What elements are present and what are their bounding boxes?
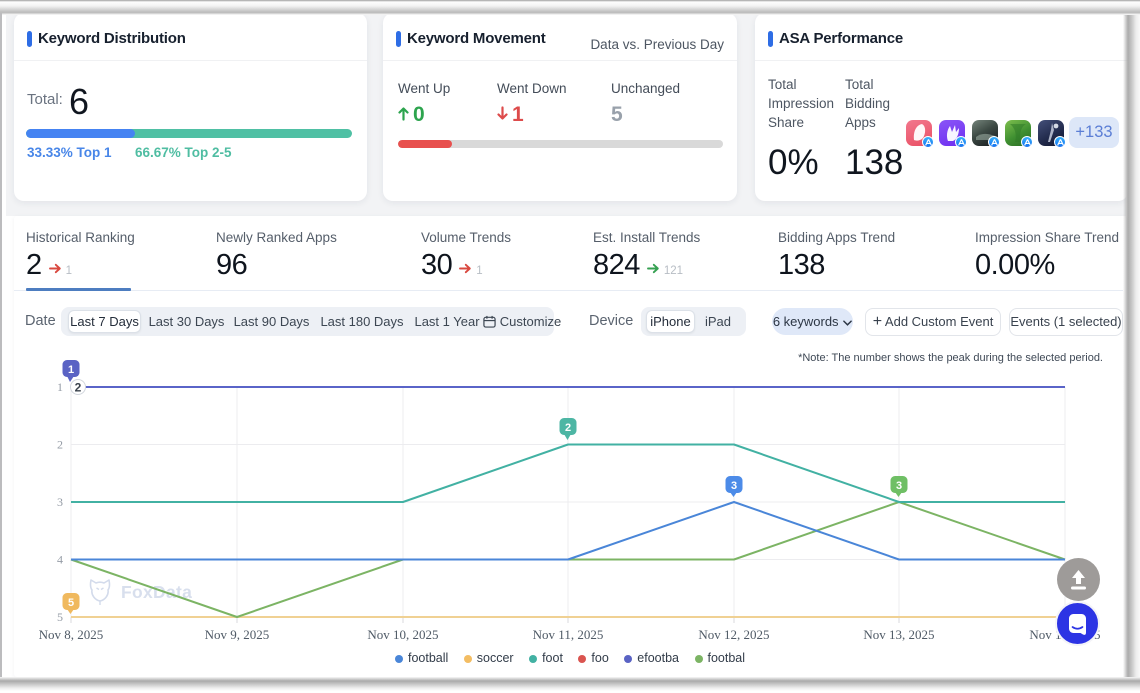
svg-text:1: 1 — [57, 380, 63, 394]
svg-text:Nov 11, 2025: Nov 11, 2025 — [533, 627, 604, 642]
svg-text:3: 3 — [731, 480, 737, 492]
svg-text:1: 1 — [68, 364, 74, 376]
svg-text:4: 4 — [57, 553, 63, 567]
svg-text:5: 5 — [68, 597, 74, 609]
svg-text:Nov 13, 2025: Nov 13, 2025 — [863, 627, 934, 642]
svg-text:Nov 8, 2025: Nov 8, 2025 — [39, 627, 104, 642]
svg-text:5: 5 — [57, 610, 63, 624]
svg-text:Nov 10, 2025: Nov 10, 2025 — [367, 627, 438, 642]
svg-text:2: 2 — [565, 422, 571, 434]
svg-text:FoxData: FoxData — [121, 582, 192, 602]
svg-text:3: 3 — [896, 480, 902, 492]
svg-text:Nov 9, 2025: Nov 9, 2025 — [205, 627, 270, 642]
svg-text:2: 2 — [75, 381, 82, 395]
svg-text:3: 3 — [57, 495, 63, 509]
svg-text:2: 2 — [57, 438, 63, 452]
svg-text:Nov 12, 2025: Nov 12, 2025 — [698, 627, 769, 642]
